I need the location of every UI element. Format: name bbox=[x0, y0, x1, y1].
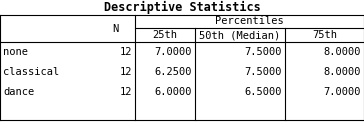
Text: 8.0000: 8.0000 bbox=[324, 67, 361, 77]
Text: 7.5000: 7.5000 bbox=[245, 67, 282, 77]
Text: 6.2500: 6.2500 bbox=[154, 67, 192, 77]
Text: 25th: 25th bbox=[153, 30, 178, 40]
Text: Descriptive Statistics: Descriptive Statistics bbox=[104, 1, 260, 14]
Text: 7.5000: 7.5000 bbox=[245, 47, 282, 57]
Text: 75th: 75th bbox=[312, 30, 337, 40]
Text: Percentiles: Percentiles bbox=[215, 17, 284, 26]
Text: 6.0000: 6.0000 bbox=[154, 87, 192, 97]
Text: 12: 12 bbox=[119, 87, 132, 97]
Text: classical: classical bbox=[3, 67, 59, 77]
Text: 8.0000: 8.0000 bbox=[324, 47, 361, 57]
Text: 6.5000: 6.5000 bbox=[245, 87, 282, 97]
Text: 12: 12 bbox=[119, 47, 132, 57]
Text: 7.0000: 7.0000 bbox=[154, 47, 192, 57]
Text: 12: 12 bbox=[119, 67, 132, 77]
Text: N: N bbox=[112, 24, 118, 34]
Text: 7.0000: 7.0000 bbox=[324, 87, 361, 97]
Text: none: none bbox=[3, 47, 28, 57]
Text: 50th (Median): 50th (Median) bbox=[199, 30, 281, 40]
Text: dance: dance bbox=[3, 87, 34, 97]
